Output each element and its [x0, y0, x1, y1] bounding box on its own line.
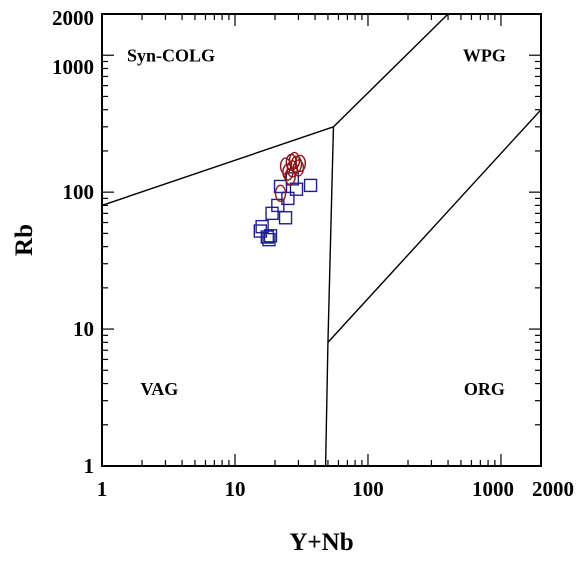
- y-tick-label-100: 100: [63, 180, 95, 204]
- x-tick-labels: 1 10 100 1000 2000: [97, 477, 574, 501]
- square-marker: [255, 219, 269, 234]
- boundary-line-0: [102, 126, 334, 207]
- x-axis-ticks: [101, 14, 542, 466]
- plot-frame: [101, 13, 542, 467]
- y-tick-label-2000: 2000: [52, 6, 94, 30]
- boundary-line-1: [332, 14, 449, 128]
- square-marker: [273, 179, 288, 194]
- field-boundaries: [102, 14, 541, 466]
- square-marker: [260, 230, 275, 244]
- square-marker: [281, 191, 295, 206]
- field-labels: Syn-COLG WPG VAG ORG: [127, 45, 506, 399]
- field-label-wpg: WPG: [463, 45, 506, 65]
- field-label-org: ORG: [464, 379, 505, 399]
- x-tick-label-1: 1: [97, 477, 108, 501]
- square-marker: [303, 178, 318, 193]
- boundary-line-4: [324, 342, 329, 466]
- y-axis-ticks: [102, 13, 541, 467]
- field-label-vag: VAG: [141, 379, 179, 399]
- square-marker: [263, 229, 278, 243]
- x-axis-title: Y+Nb: [289, 529, 353, 556]
- y-axis-title: Rb: [11, 224, 38, 256]
- boundary-line-2: [327, 126, 335, 343]
- data-points: [253, 151, 318, 247]
- x-tick-label-2000: 2000: [532, 477, 574, 501]
- square-marker: [262, 232, 276, 247]
- x-tick-label-100: 100: [352, 477, 384, 501]
- square-marker: [289, 182, 304, 196]
- circle-marker: [274, 184, 287, 203]
- boundary-line-3: [327, 109, 541, 343]
- square-marker: [278, 211, 293, 225]
- field-label-syn-colg: Syn-COLG: [127, 45, 215, 65]
- y-tick-label-10: 10: [73, 317, 94, 341]
- circle-marker: [284, 167, 296, 186]
- x-tick-label-10: 10: [224, 477, 245, 501]
- circle-marker: [294, 154, 307, 173]
- y-tick-label-1000: 1000: [52, 55, 94, 79]
- circle-marker: [292, 159, 305, 177]
- y-tick-labels: 1 10 100 1000 2000: [52, 6, 94, 478]
- x-tick-label-1000: 1000: [472, 477, 514, 501]
- y-tick-label-1: 1: [84, 454, 95, 478]
- circle-marker: [290, 155, 303, 173]
